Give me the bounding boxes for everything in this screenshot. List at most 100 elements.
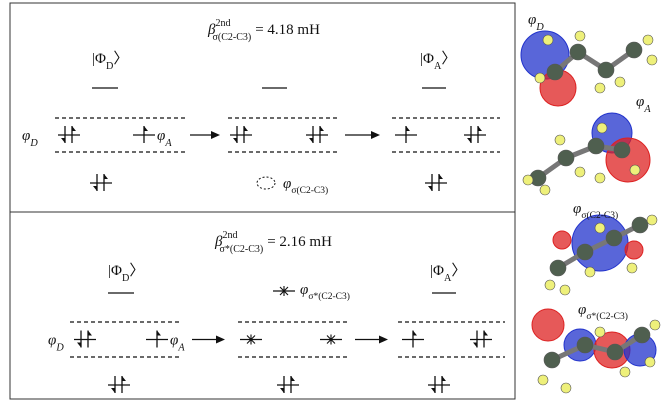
atom — [577, 244, 593, 260]
subscript: σ*(C2-C3) — [308, 291, 350, 302]
atom — [540, 185, 550, 195]
atom — [585, 267, 595, 277]
symbol: φ — [578, 302, 586, 318]
atom — [632, 217, 648, 233]
atom — [595, 327, 605, 337]
arrow-head — [211, 131, 220, 139]
atom — [647, 215, 657, 225]
atom — [555, 135, 565, 145]
beta-sub: σ(C2-C3) — [212, 32, 251, 43]
atom — [538, 375, 548, 385]
atom — [577, 337, 593, 353]
subscript: A — [643, 104, 651, 115]
atom — [543, 35, 553, 45]
symbol: φ — [300, 282, 308, 298]
spin-head — [88, 331, 92, 336]
arrow-head — [371, 131, 380, 139]
state-label: |ΦA〉 — [420, 50, 456, 72]
donor-label: φD — [22, 128, 38, 149]
beta-sub: σ*(C2-C3) — [219, 244, 263, 255]
donor-label: φD — [48, 333, 64, 354]
subscript: D — [106, 61, 113, 72]
atom — [647, 55, 657, 65]
atom — [597, 123, 607, 133]
orbital-lobe — [625, 241, 643, 259]
spin-head — [77, 343, 81, 348]
state-label: |ΦA〉 — [430, 262, 466, 284]
atom — [630, 165, 640, 175]
symbol: φ — [636, 94, 644, 110]
atom — [547, 64, 563, 80]
symbol: φ — [283, 176, 291, 192]
orbital-lobe — [532, 309, 564, 341]
atom — [634, 327, 650, 343]
state-label: |ΦD〉 — [92, 50, 128, 72]
atom — [626, 42, 642, 58]
subscript: D — [29, 138, 38, 149]
symbol: φ — [573, 201, 581, 217]
molecule-label: φσ*(C2-C3) — [578, 302, 628, 322]
atom — [627, 263, 637, 273]
spin-head — [72, 126, 76, 131]
spin-head — [111, 388, 115, 393]
arrow-head — [216, 336, 225, 344]
spin-head — [61, 138, 65, 143]
spin-head — [93, 186, 97, 191]
subscript: σ(C2-C3) — [291, 185, 328, 196]
symbol: |Φ — [420, 51, 434, 67]
subscript: A — [164, 138, 172, 149]
atom — [615, 77, 625, 87]
atom — [645, 357, 655, 367]
atom — [523, 175, 533, 185]
coupling-value: = 2.16 mH — [267, 234, 332, 250]
acceptor-label: φA — [170, 333, 185, 354]
atom — [544, 352, 560, 368]
spin-head — [104, 174, 108, 179]
atom — [550, 260, 566, 276]
figure: β2ndσ(C2-C3)= 4.18 mH|ΦD〉|ΦA〉φDφAφσ(C2-C… — [0, 0, 668, 401]
bracket: 〉 — [129, 262, 144, 279]
spin-head — [122, 376, 126, 381]
beta-sup: 2nd — [222, 230, 237, 241]
symbol: φ — [170, 333, 178, 349]
symbol: |Φ — [92, 51, 106, 67]
orbital-lobe — [553, 231, 571, 249]
atom — [650, 320, 660, 330]
atom — [643, 35, 653, 45]
molecule-label: φA — [636, 94, 651, 115]
symbol: φ — [528, 12, 536, 28]
atom — [595, 223, 605, 233]
arrow-head — [379, 336, 388, 344]
subscript: D — [55, 342, 64, 353]
bracket: 〉 — [441, 50, 456, 67]
atom — [614, 142, 630, 158]
atom — [575, 167, 585, 177]
atom — [620, 367, 630, 377]
atom — [570, 44, 586, 60]
atom — [595, 83, 605, 93]
atom — [588, 138, 604, 154]
atom — [606, 230, 622, 246]
bond-orbital-label: φσ*(C2-C3) — [300, 282, 350, 302]
subscript: σ(C2-C3) — [581, 210, 618, 221]
atom — [575, 31, 585, 41]
bracket: 〉 — [113, 50, 128, 67]
atom — [561, 383, 571, 393]
subscript: A — [177, 342, 185, 353]
symbol: |Φ — [430, 263, 444, 279]
atom — [607, 344, 623, 360]
bracket: 〉 — [451, 262, 466, 279]
molecule-label: φD — [528, 12, 544, 33]
state-label: |ΦD〉 — [108, 262, 144, 284]
bond-orbital-label: φσ(C2-C3) — [283, 176, 328, 196]
atom — [598, 62, 614, 78]
beta-sup: 2nd — [215, 18, 230, 29]
coupling-value: = 4.18 mH — [255, 22, 320, 38]
symbol: φ — [157, 128, 165, 144]
atom — [535, 73, 545, 83]
atom — [560, 285, 570, 295]
atom — [558, 150, 574, 166]
molecule-label: φσ(C2-C3) — [573, 201, 618, 221]
